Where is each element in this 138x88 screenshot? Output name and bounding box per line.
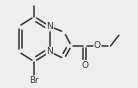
Text: N: N — [47, 47, 53, 56]
Text: O: O — [94, 41, 101, 50]
Text: O: O — [81, 61, 88, 70]
Text: Br: Br — [30, 76, 39, 85]
Text: N: N — [47, 22, 53, 31]
